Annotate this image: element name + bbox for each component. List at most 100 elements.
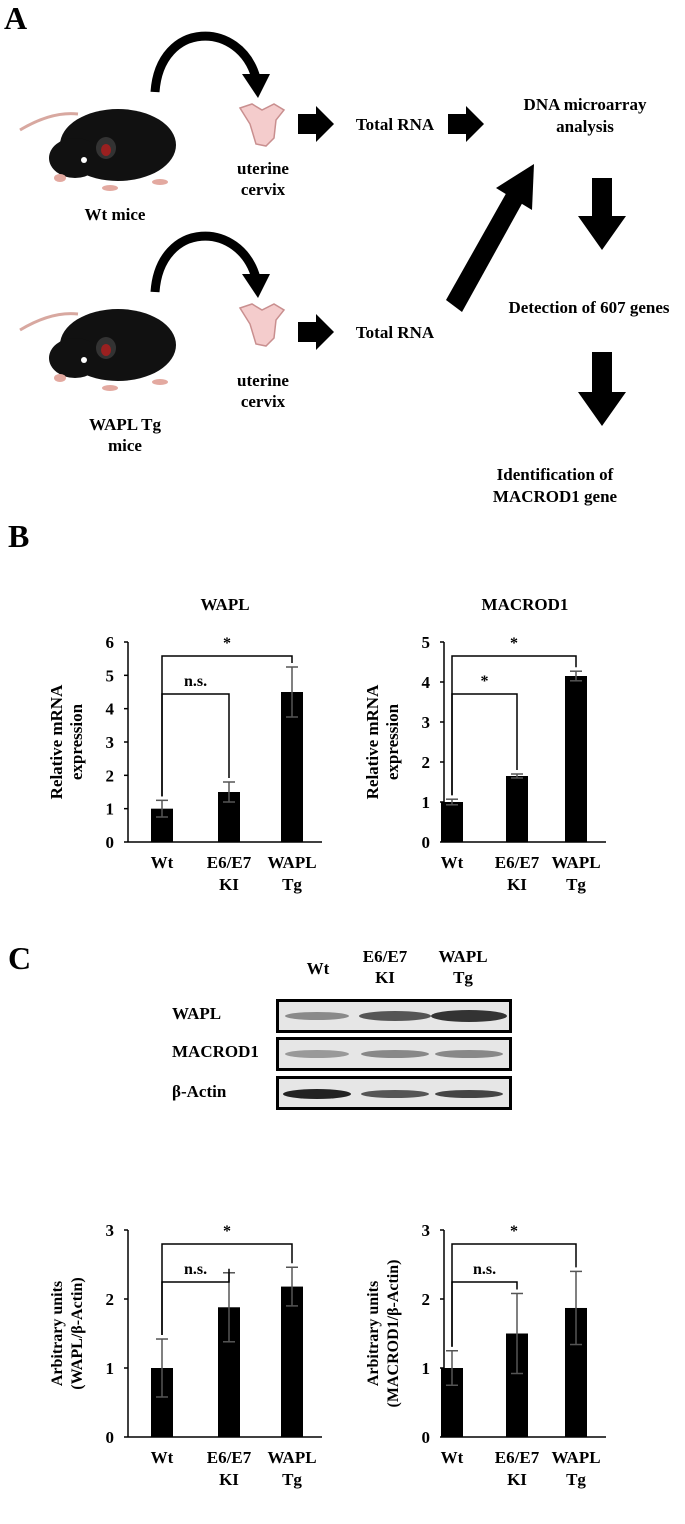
svg-text:Arbitrary units: Arbitrary units [49,1281,66,1386]
bar [151,1368,173,1437]
x-tick-label: WAPL [267,1448,316,1467]
panel-b-letter: B [8,518,30,554]
x-tick-label: Tg [282,1470,302,1489]
significance-bracket [451,655,577,796]
wapl-mrna-chart: WAPL 0 1 2 3 4 5 6 Relative mRNA expression Wt E6/E… [47,595,322,894]
y-tick-label: 3 [106,733,115,752]
down-arrow-2 [578,352,626,426]
significance-label: * [510,635,518,652]
y-axis-label: Arbitrary units (MACROD1/β-Actin) [365,1260,402,1408]
svg-text:Relative mRNA: Relative mRNA [363,684,382,799]
y-tick-label: 2 [106,766,115,785]
right-arrow-1 [298,106,334,142]
y-axis-label: Relative mRNA expression [363,684,402,799]
y-tick-label: 5 [106,666,115,685]
x-tick-label: E6/E7 [495,1448,540,1467]
y-tick-label: 4 [422,673,431,692]
significance-label: n.s. [473,1261,496,1278]
x-tick-label: Wt [441,853,464,872]
bar [441,802,463,842]
blot-header-wt: Wt [306,959,330,978]
blot-header-e6e7: E6/E7 KI [362,947,408,987]
x-tick-label: Wt [441,1448,464,1467]
svg-text:expression: expression [383,703,402,780]
diagonal-arrow [446,164,534,312]
cervix-label-1a: uterine [237,159,289,178]
microarray-label-2: analysis [556,117,614,136]
y-tick-label: 0 [422,833,431,852]
x-tick-label: E6/E7 [495,853,540,872]
macrod1-mrna-chart: MACROD1 0 1 2 3 4 5 Relative mRNA expression Wt E6… [363,595,606,894]
x-tick-label: WAPL [267,853,316,872]
bar [218,1307,240,1437]
y-tick-label: 0 [106,833,115,852]
identification-label-2: MACROD1 gene [492,487,618,506]
microarray-label-1: DNA microarray [523,95,647,114]
curved-arrow-2 [150,231,270,298]
y-tick-label: 3 [422,713,431,732]
y-tick-label: 3 [106,1221,115,1240]
x-tick-label: KI [507,875,527,894]
x-tick-label: Tg [566,875,586,894]
blot-image-wapl [276,999,512,1033]
y-tick-label: 6 [106,633,115,652]
y-axis-label: Relative mRNA expression [47,684,86,799]
wapl-protein-chart: 0 1 2 3 Arbitrary units (WAPL/β-Actin) Wt E6/E7… [49,1221,322,1489]
x-tick-label: KI [507,1470,527,1489]
y-tick-label: 4 [106,700,115,719]
cervix-label-2a: uterine [237,371,289,390]
blot-row-label-wapl: WAPL [172,1004,222,1023]
svg-text:(MACROD1/β-Actin): (MACROD1/β-Actin) [385,1260,402,1408]
chart-title: WAPL [200,595,249,614]
down-arrow-1 [578,178,626,250]
blot-header-wapl-tg: WAPL Tg [438,947,488,987]
y-tick-label: 2 [422,753,431,772]
x-tick-label: WAPL [551,853,600,872]
significance-bracket [451,1243,577,1347]
x-tick-label: E6/E7 [207,853,252,872]
cervix-label-2b: cervix [240,392,286,411]
y-axis-label: Arbitrary units (WAPL/β-Actin) [49,1277,86,1389]
y-tick-label: 1 [106,800,115,819]
right-arrow-3 [448,106,484,142]
svg-text:Arbitrary units: Arbitrary units [365,1281,382,1386]
svg-text:(WAPL/β-Actin): (WAPL/β-Actin) [69,1277,86,1389]
mouse-icon-2 [19,309,176,391]
curved-arrow-1 [150,31,270,98]
total-rna-label-1: Total RNA [355,115,435,134]
x-tick-label: KI [219,875,239,894]
bar [565,1307,587,1437]
y-tick-label: 1 [422,793,431,812]
significance-label: * [223,635,231,652]
y-tick-label: 1 [422,1359,431,1378]
cervix-tissue-icon-1 [238,103,286,147]
significance-bracket [161,1243,293,1336]
cervix-tissue-icon-2 [238,303,286,347]
detection-label: Detection of 607 genes [508,298,670,317]
blot-row-label-macrod1: MACROD1 [172,1042,259,1061]
x-tick-label: E6/E7 [207,1448,252,1467]
x-tick-label: Wt [151,1448,174,1467]
wapl-tg-mice-label-2: mice [108,436,142,455]
cervix-label-1b: cervix [240,180,286,199]
mouse-icon-1 [19,109,176,191]
y-tick-label: 1 [106,1359,115,1378]
significance-label: n.s. [184,673,207,690]
panel-c-letter: C [8,940,32,976]
x-tick-label: Wt [151,853,174,872]
panel-a-letter: A [4,0,28,36]
y-tick-label: 0 [422,1428,431,1447]
y-tick-label: 2 [106,1290,115,1309]
macrod1-protein-chart: 0 1 2 3 Arbitrary units (MACROD1/β-Actin) Wt E6… [365,1221,606,1489]
y-tick-label: 5 [422,633,431,652]
y-tick-label: 2 [422,1290,431,1309]
blot-image-b-actin [276,1076,512,1110]
right-arrow-2 [298,314,334,350]
x-tick-label: KI [219,1470,239,1489]
panel-a-diagram [19,31,626,426]
chart-title: MACROD1 [482,595,569,614]
total-rna-label-2: Total RNA [355,323,435,342]
bar [506,776,528,842]
bar [506,1333,528,1437]
bar [281,692,303,842]
